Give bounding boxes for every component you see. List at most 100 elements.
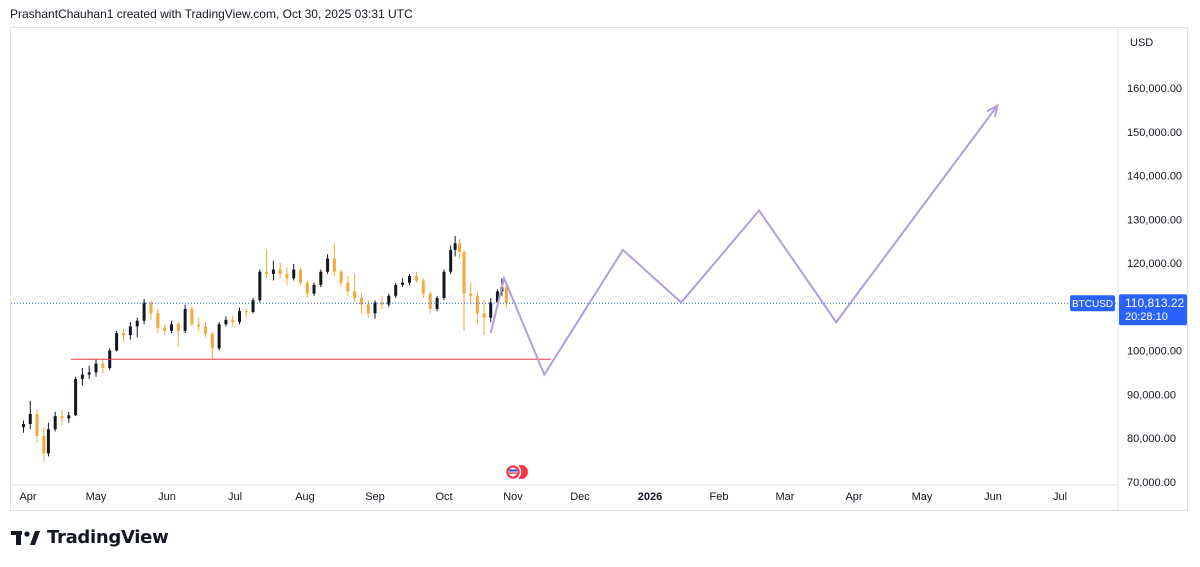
candle [251, 298, 255, 314]
price-tick-label: 90,000.00 [1127, 389, 1176, 401]
candle [67, 411, 71, 423]
price-tick-label: 150,000.00 [1127, 127, 1182, 139]
candle [170, 320, 174, 333]
price-tick-label: 70,000.00 [1127, 477, 1176, 489]
overlay-lines-group [11, 103, 1118, 377]
candle [278, 263, 282, 279]
candle [149, 300, 153, 320]
candle [414, 271, 418, 283]
candle [197, 317, 201, 331]
time-tick-label: 2026 [638, 491, 662, 503]
projection-path[interactable] [489, 104, 999, 377]
price-tick-label: 80,000.00 [1127, 433, 1176, 445]
candle [394, 282, 398, 298]
candle [326, 254, 330, 274]
price-tick-label: 160,000.00 [1127, 83, 1182, 95]
candle [421, 278, 425, 298]
candle [115, 330, 119, 352]
price-tick-label: 130,000.00 [1127, 214, 1182, 226]
price-tick-label: 100,000.00 [1127, 346, 1182, 358]
candle [285, 267, 289, 285]
candle [469, 282, 473, 305]
time-tick-label: May [86, 491, 107, 503]
candle [53, 411, 57, 432]
candle [504, 284, 508, 308]
currency-label: USD [1130, 37, 1153, 49]
tradingview-brand[interactable]: TradingView [11, 527, 169, 548]
time-tick-label: Sep [365, 491, 385, 503]
candle [475, 291, 479, 325]
time-tick-label: Oct [435, 491, 452, 503]
candle [46, 422, 50, 457]
candle [163, 324, 167, 336]
time-tick-label: Aug [295, 491, 315, 503]
candle [224, 316, 228, 327]
candle [42, 427, 46, 463]
candle [312, 282, 316, 296]
current-price-value: 110,813.22 [1125, 296, 1184, 310]
candle [489, 298, 493, 323]
candle [204, 322, 208, 338]
candle [183, 304, 187, 333]
candle [94, 359, 98, 377]
candle [35, 409, 39, 443]
candle [128, 322, 132, 340]
candle [156, 308, 160, 333]
economic-events-icon[interactable] [504, 463, 529, 481]
price-tick-label: 120,000.00 [1127, 258, 1182, 270]
time-tick-label: Mar [776, 491, 795, 503]
candle [121, 328, 125, 342]
candle [401, 278, 405, 288]
candle [28, 400, 32, 430]
time-tick-label: Apr [845, 491, 862, 503]
candle [80, 368, 84, 386]
candle [380, 295, 384, 309]
symbol-tag[interactable]: BTCUSD [1070, 295, 1115, 312]
candle [298, 267, 302, 285]
time-tick-label: Nov [503, 491, 523, 503]
candle [305, 280, 309, 298]
candle [292, 263, 296, 281]
brand-name: TradingView [47, 527, 169, 548]
candle [142, 298, 146, 325]
chart-frame[interactable] [10, 27, 1188, 511]
candle [265, 249, 269, 279]
candle [319, 269, 323, 288]
candle [428, 291, 432, 314]
projection-arrowhead [986, 103, 999, 118]
candle [359, 293, 363, 314]
candle [271, 260, 275, 281]
time-tick-label: May [912, 491, 933, 503]
time-tick-label: Jul [1053, 491, 1067, 503]
axes-group: USD 160,000.00 150,000.00 140,000.00 130,00… [11, 28, 1182, 510]
time-tick-label: Jun [984, 491, 1002, 503]
time-tick-label: Apr [19, 491, 36, 503]
candle [231, 315, 235, 327]
price-tick-label: 140,000.00 [1127, 171, 1182, 183]
time-tick-label: Feb [710, 491, 729, 503]
candle [453, 235, 457, 257]
tradingview-logo-icon [11, 530, 40, 545]
time-tick-label: Dec [570, 491, 590, 503]
candles-group [21, 235, 508, 463]
time-tick-label: Jun [158, 491, 176, 503]
candle [21, 420, 25, 433]
symbol-tag-text: BTCUSD [1072, 299, 1113, 310]
candle [101, 358, 105, 374]
candle [482, 300, 486, 336]
candle [449, 245, 453, 274]
candle [176, 322, 180, 347]
candle [210, 332, 214, 359]
candle [346, 276, 350, 296]
candle [258, 269, 262, 303]
candle [60, 409, 64, 425]
candle [458, 238, 462, 259]
candle [87, 365, 91, 379]
candle [135, 317, 139, 338]
candle [74, 376, 78, 417]
candle [339, 269, 343, 288]
candle [238, 307, 242, 325]
